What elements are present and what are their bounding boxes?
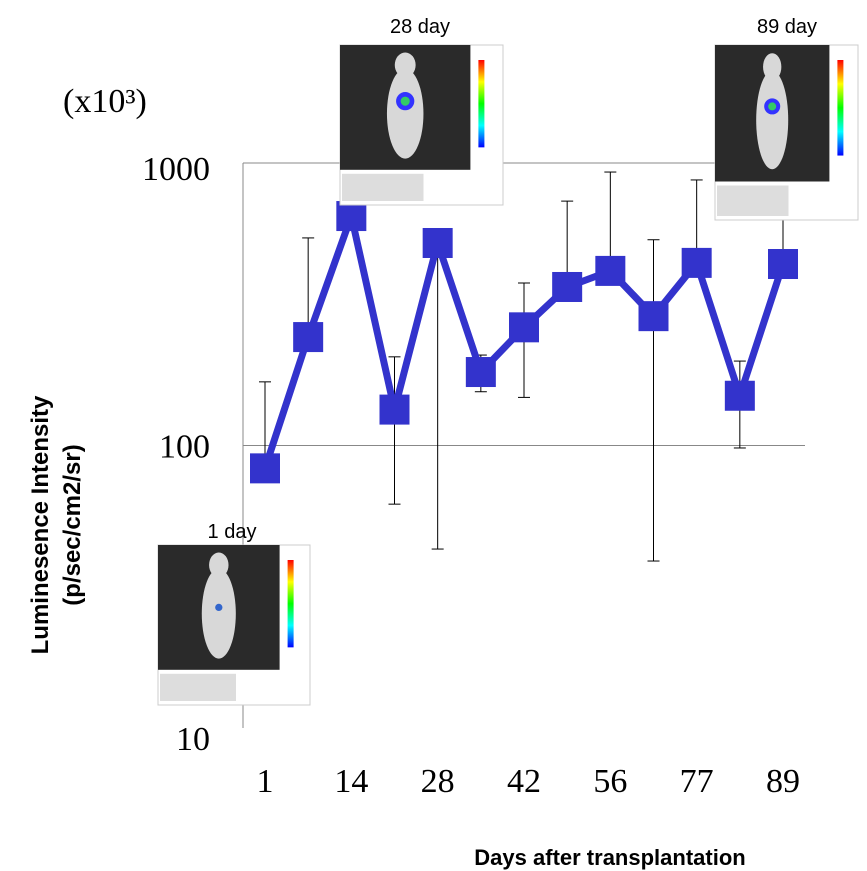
image-label: 1 day [208,521,257,543]
signal-inner [768,102,777,111]
mouse-head [763,53,782,81]
x-tick-label: 77 [680,763,714,800]
image-label: 89 day [757,16,817,38]
y-axis-title: Luminesence Intensity [27,395,54,654]
mouse-body [201,568,236,659]
y-tick-label: 1000 [142,151,210,188]
mouse-head [394,52,416,78]
data-point [724,380,755,411]
x-axis-title: Days after transplantation [474,845,745,870]
data-point [422,227,453,258]
x-tick-label: 1 [257,763,274,800]
data-point [379,394,410,425]
data-point [250,453,280,484]
inset-image [714,44,859,221]
info-text [160,673,236,701]
data-point [768,249,798,280]
y-tick-label: 100 [159,429,210,466]
signal-outer [215,603,223,612]
x-tick-label: 56 [593,763,627,800]
data-point [336,201,367,232]
data-point [638,301,669,332]
inset-image [339,44,504,206]
y-axis-title: (p/sec/cm2/sr) [59,444,86,605]
color-scale [478,60,485,148]
mouse-body [756,70,789,170]
units-label: (x10³) [63,83,147,120]
data-point [293,322,324,353]
inset-image [157,544,311,706]
data-point [509,312,539,343]
info-text [342,173,424,201]
data-point [465,357,496,388]
x-tick-label: 42 [507,763,541,800]
mouse-head [209,552,229,578]
image-label: 28 day [390,16,450,38]
color-scale [287,560,294,648]
data-point [552,271,583,302]
color-scale [837,60,844,156]
mouse-body [386,68,424,159]
signal-inner [400,96,410,106]
info-text [717,185,789,216]
x-tick-label: 89 [766,763,800,800]
data-point [681,247,712,278]
y-tick-label: 10 [176,721,210,758]
x-tick-label: 14 [334,763,368,800]
data-point [595,255,626,286]
x-tick-label: 28 [421,763,455,800]
